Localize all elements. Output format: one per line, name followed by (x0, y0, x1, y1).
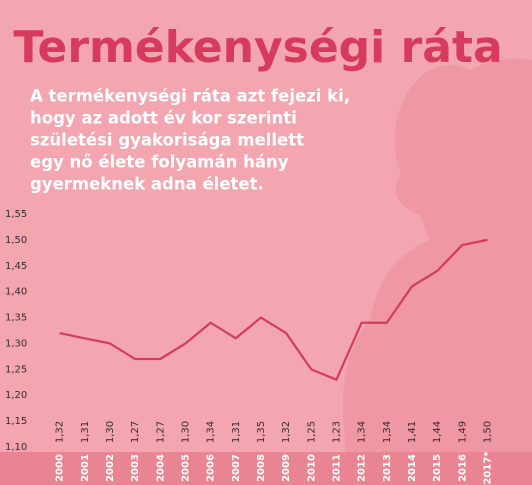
value-label: 1,34 (382, 421, 393, 443)
value-label: 1,31 (231, 421, 242, 443)
y-tick-label: 1,25 (5, 364, 27, 375)
x-tick-label: 2006 (206, 454, 217, 482)
chart-title: Termékenységi ráta (13, 22, 502, 73)
value-label: 1,49 (457, 421, 468, 443)
value-label: 1,30 (105, 421, 116, 443)
x-tick-label: 2016 (457, 454, 468, 482)
y-tick-label: 1,35 (5, 313, 27, 324)
subtitle-line: születési gyakorisága mellett (30, 131, 304, 150)
value-label: 1,35 (256, 421, 267, 443)
x-tick-label: 2014 (407, 454, 418, 482)
value-label: 1,30 (180, 421, 191, 443)
x-tick-label: 2008 (256, 454, 267, 482)
value-label: 1,34 (206, 421, 217, 443)
value-label: 1,32 (55, 421, 66, 443)
value-label: 1,44 (432, 421, 443, 443)
y-tick-label: 1,15 (5, 416, 27, 427)
x-tick-label: 2003 (130, 454, 141, 482)
y-tick-label: 1,45 (5, 261, 27, 272)
y-tick-label: 1,55 (5, 209, 27, 220)
y-tick-label: 1,20 (5, 390, 27, 401)
value-label: 1,31 (80, 421, 91, 443)
value-label: 1,32 (281, 421, 292, 443)
x-tick-label: 2010 (306, 454, 317, 482)
subtitle-line: hogy az adott év kor szerinti (30, 109, 297, 128)
x-tick-label: 2017* (482, 451, 493, 485)
x-tick-label: 2012 (357, 454, 368, 482)
silhouette (342, 58, 532, 455)
y-tick-label: 1,30 (5, 338, 27, 349)
value-label: 1,25 (306, 421, 317, 443)
x-tick-label: 2015 (432, 454, 443, 482)
value-label: 1,27 (155, 421, 166, 443)
y-tick-label: 1,10 (5, 442, 27, 453)
value-label: 1,50 (482, 421, 493, 443)
line (59, 238, 488, 382)
value-label: 1,41 (407, 421, 418, 443)
y-tick-label: 1,50 (5, 235, 27, 246)
x-tick-label: 2009 (281, 454, 292, 482)
x-tick-label: 2005 (180, 454, 191, 482)
x-tick-label: 2000 (55, 454, 66, 482)
value-label: 1,23 (331, 421, 342, 443)
subtitle-line: egy nő élete folyamán hány (30, 153, 289, 172)
x-tick-label: 2007 (231, 454, 242, 482)
x-tick-label: 2004 (155, 454, 166, 482)
x-tick-label: 2013 (382, 454, 393, 482)
x-band (0, 452, 532, 485)
value-label: 1,27 (130, 421, 141, 443)
y-tick-label: 1,40 (5, 287, 27, 298)
x-tick-label: 2011 (331, 454, 342, 482)
value-label: 1,34 (357, 421, 368, 443)
x-tick-label: 2001 (80, 454, 91, 482)
subtitle-line: A termékenységi ráta azt fejezi ki, (30, 87, 350, 106)
x-tick-label: 2002 (105, 454, 116, 482)
subtitle-line: gyermeknek adna életet. (30, 175, 264, 194)
